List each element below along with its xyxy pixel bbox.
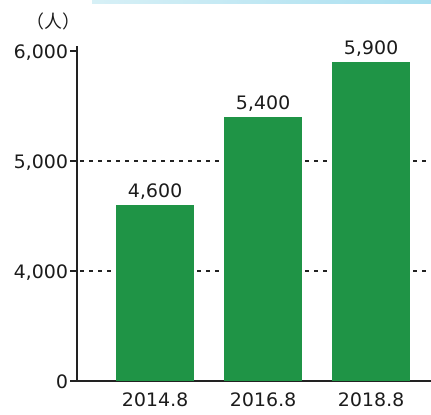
label-layer: 0 4,000 5,000 6,000 4,600 2014.8 5,400 2016.8 5,… bbox=[14, 37, 405, 411]
bar-2014.8 bbox=[116, 205, 194, 381]
bar-layer bbox=[116, 62, 410, 381]
x-tick-label-2014.8: 2014.8 bbox=[122, 389, 188, 411]
y-tick-label-2: 5,000 bbox=[14, 151, 68, 173]
bar-value-label-2016.8: 5,400 bbox=[236, 92, 290, 114]
bar-2016.8 bbox=[224, 117, 302, 381]
bar-value-label-2018.8: 5,900 bbox=[344, 37, 398, 59]
header-band bbox=[92, 0, 431, 4]
bar-value-label-2014.8: 4,600 bbox=[128, 180, 182, 202]
unit-label: （人） bbox=[26, 12, 80, 33]
y-tick-label-1: 4,000 bbox=[14, 261, 68, 283]
bar-2018.8 bbox=[332, 62, 410, 381]
x-tick-label-2018.8: 2018.8 bbox=[338, 389, 404, 411]
x-tick-label-2016.8: 2016.8 bbox=[230, 389, 296, 411]
y-tick-label-0: 0 bbox=[56, 371, 68, 393]
y-tick-label-3: 6,000 bbox=[14, 41, 68, 63]
